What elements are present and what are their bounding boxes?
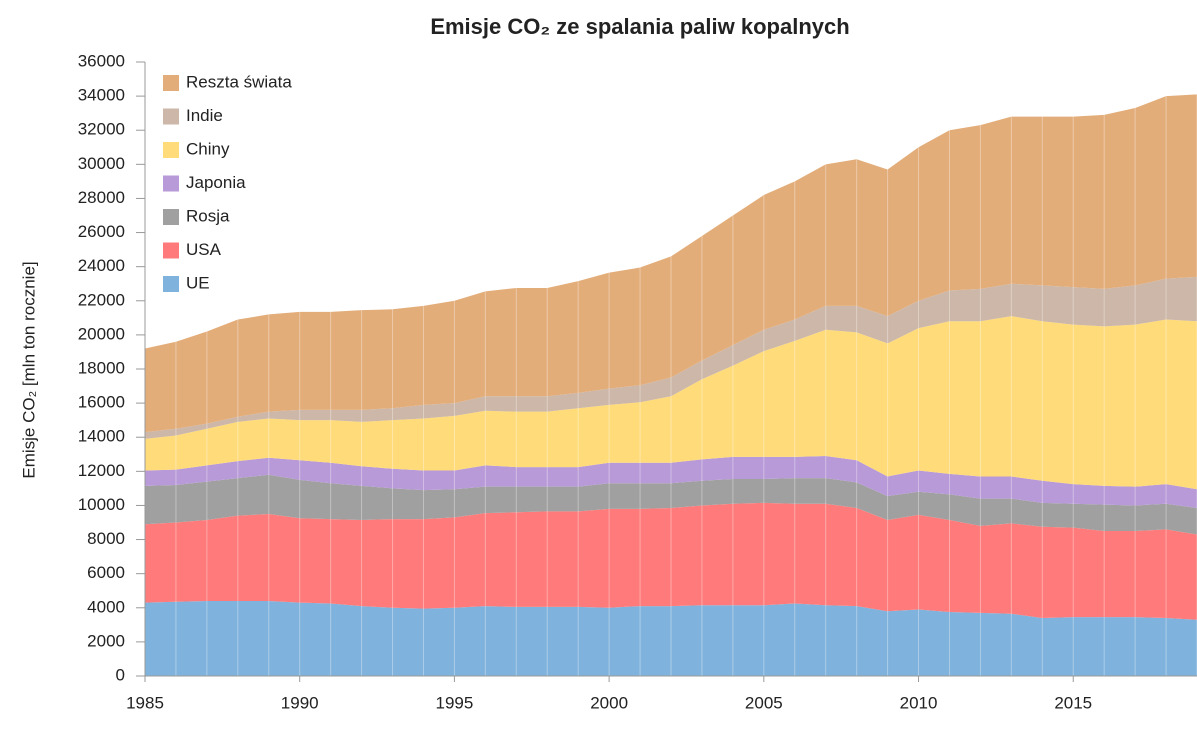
legend-swatch (163, 242, 179, 259)
y-tick-label: 4000 (87, 597, 125, 616)
y-tick-label: 12000 (78, 461, 125, 480)
legend-swatch (163, 108, 179, 125)
y-tick-label: 30000 (78, 154, 125, 173)
area (145, 94, 1197, 433)
legend-label: Indie (186, 106, 223, 125)
legend-swatch (163, 75, 179, 91)
y-tick-label: 28000 (78, 188, 125, 207)
axes: 0 2000 4000 6000 8000 10000 12000 14000 16000 180… (78, 51, 1197, 712)
area (145, 455, 1197, 509)
legend-swatch (163, 142, 179, 158)
y-tick-label: 6000 (87, 563, 125, 582)
legend: Reszta świata Indie Chiny Japonia Rosja USA UE (152, 67, 312, 304)
legend-label: Rosja (186, 206, 230, 225)
x-tick-label: 2010 (900, 693, 938, 712)
x-tick-label: 1990 (281, 693, 319, 712)
area (145, 600, 1197, 676)
legend-label: Chiny (186, 139, 230, 158)
legend-label: UE (186, 273, 210, 292)
x-tick-label: 2015 (1054, 693, 1092, 712)
legend-swatch (163, 276, 179, 292)
y-tick-label: 16000 (78, 393, 125, 412)
y-tick-label: 36000 (78, 51, 125, 70)
legend-label: USA (186, 240, 222, 259)
x-tick-label: 2005 (745, 693, 783, 712)
x-tick-label: 2000 (590, 693, 628, 712)
legend-label: Reszta świata (186, 72, 292, 91)
y-tick-label: 0 (116, 665, 125, 684)
legend-label: Japonia (186, 173, 246, 192)
y-tick-label: 14000 (78, 427, 125, 446)
y-tick-label: 26000 (78, 222, 125, 241)
area (145, 276, 1197, 439)
y-tick-label: 34000 (78, 86, 125, 105)
y-tick-label: 2000 (87, 631, 125, 650)
y-tick-label: 10000 (78, 495, 125, 514)
area (145, 474, 1197, 535)
y-tick-label: 8000 (87, 529, 125, 548)
y-axis-label: Emisje CO₂ [mln ton rocznie] (19, 261, 38, 478)
legend-swatch (163, 209, 179, 225)
y-tick-label: 18000 (78, 358, 125, 377)
legend-swatch (163, 175, 179, 192)
y-tick-label: 20000 (78, 324, 125, 343)
y-tick-label: 22000 (78, 290, 125, 309)
area (145, 502, 1197, 620)
chart-title: Emisje CO₂ ze spalania paliw kopalnych (430, 14, 849, 39)
x-tick-label: 1985 (126, 693, 164, 712)
area (145, 316, 1197, 490)
y-tick-label: 32000 (78, 120, 125, 139)
y-tick-label: 24000 (78, 256, 125, 275)
x-tick-label: 1995 (435, 693, 473, 712)
plot-area (145, 94, 1197, 676)
